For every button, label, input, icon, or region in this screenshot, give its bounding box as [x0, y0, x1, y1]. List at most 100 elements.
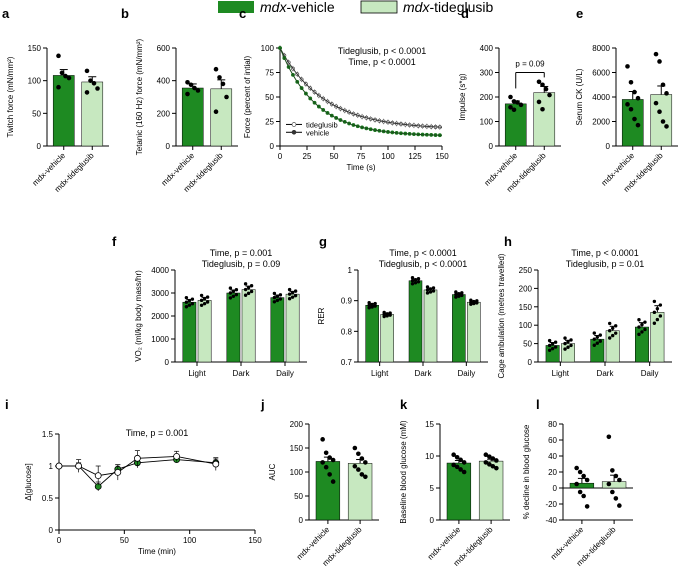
- chart-title: Tideglusib, p < 0.0001: [338, 46, 426, 56]
- data-point: [511, 99, 517, 104]
- y-tick-label: 4000: [592, 93, 610, 102]
- y-tick-label: 1000: [151, 335, 169, 344]
- y-tick-label: 200: [290, 420, 304, 429]
- data-point: [655, 317, 660, 322]
- x-axis-label: Time (min): [138, 547, 176, 556]
- data-point: [278, 293, 283, 297]
- data-point: [416, 277, 421, 281]
- data-point: [94, 472, 102, 480]
- data-point: [293, 289, 298, 293]
- y-tick-label: 75: [265, 69, 274, 78]
- data-point: [563, 336, 567, 340]
- data-point: [367, 303, 371, 307]
- data-point: [185, 91, 190, 97]
- data-point: [652, 310, 657, 315]
- bar: [241, 289, 256, 363]
- data-point: [469, 298, 473, 302]
- data-point: [416, 280, 421, 284]
- y-tick-label: 100: [519, 321, 533, 330]
- bar: [226, 292, 241, 363]
- data-point: [199, 298, 204, 303]
- data-point: [388, 311, 392, 315]
- y-tick-label: 300: [480, 69, 494, 78]
- y-tick-label: 150: [28, 44, 42, 53]
- data-point: [508, 94, 513, 100]
- data-point: [133, 454, 141, 462]
- data-point: [249, 289, 254, 294]
- x-tick-label: Light: [371, 369, 389, 378]
- data-point: [382, 310, 386, 315]
- bar: [365, 305, 379, 363]
- data-point: [614, 324, 618, 328]
- data-point: [483, 460, 489, 465]
- data-point: [458, 457, 463, 463]
- data-point: [643, 327, 647, 332]
- data-point: [290, 290, 295, 295]
- data-point: [625, 102, 630, 107]
- data-point: [205, 300, 210, 304]
- data-point: [451, 452, 456, 458]
- data-point: [66, 75, 72, 81]
- data-point: [217, 75, 222, 80]
- data-point: [613, 473, 619, 479]
- x-tick-label: Daily: [276, 369, 294, 378]
- data-point: [566, 345, 570, 349]
- data-point: [190, 297, 195, 301]
- x-tick-label: 0: [278, 152, 283, 161]
- data-point: [330, 479, 336, 484]
- data-point: [184, 300, 189, 304]
- data-point: [88, 78, 93, 83]
- y-axis-label: Force (percent of intial): [243, 56, 252, 139]
- y-axis-label: Impulse (s*g): [458, 73, 467, 120]
- data-point: [543, 86, 549, 92]
- data-point: [592, 343, 596, 347]
- data-point: [243, 293, 248, 297]
- data-point: [487, 454, 492, 459]
- data-point: [658, 314, 663, 318]
- data-point: [370, 305, 374, 309]
- data-point: [352, 445, 358, 451]
- chart-title: Time, p = 0.001: [126, 428, 188, 438]
- y-tick-label: 0.7: [341, 358, 353, 367]
- data-point: [243, 282, 248, 286]
- data-point: [213, 109, 219, 114]
- bar: [197, 300, 212, 363]
- chart-title: Time, p < 0.0001: [571, 248, 638, 258]
- data-point: [598, 339, 602, 343]
- y-tick-label: 100: [261, 44, 275, 53]
- data-point: [454, 454, 460, 460]
- data-point: [640, 322, 644, 327]
- bar: [601, 481, 627, 489]
- panel-label: k: [400, 397, 408, 412]
- data-point: [652, 299, 657, 304]
- x-tick-label: 50: [330, 152, 339, 161]
- x-tick-label: Light: [552, 369, 570, 378]
- y-tick-label: 400: [480, 44, 494, 53]
- data-point: [637, 318, 641, 322]
- panel-label: j: [260, 397, 265, 412]
- y-tick-label: 0: [299, 516, 304, 525]
- x-tick-label: 75: [357, 152, 366, 161]
- data-point: [632, 89, 637, 95]
- data-point: [460, 291, 464, 295]
- y-tick-label: 0: [37, 142, 42, 151]
- bar: [380, 314, 394, 363]
- legend-marker: [291, 122, 297, 127]
- bar: [181, 87, 204, 147]
- y-tick-label: 600: [157, 44, 171, 53]
- data-point: [563, 341, 567, 346]
- data-point: [635, 122, 641, 128]
- data-point: [278, 297, 283, 301]
- y-tick-label: 3000: [151, 289, 169, 298]
- data-point: [518, 102, 524, 108]
- y-tick-label: 150: [290, 444, 304, 453]
- y-axis-label: Δ[glucose]: [24, 463, 33, 500]
- y-tick-label: 400: [157, 77, 171, 86]
- data-point: [584, 504, 590, 509]
- y-tick-label: 0: [165, 358, 170, 367]
- data-point: [494, 458, 499, 463]
- y-tick-label: 0: [430, 516, 435, 525]
